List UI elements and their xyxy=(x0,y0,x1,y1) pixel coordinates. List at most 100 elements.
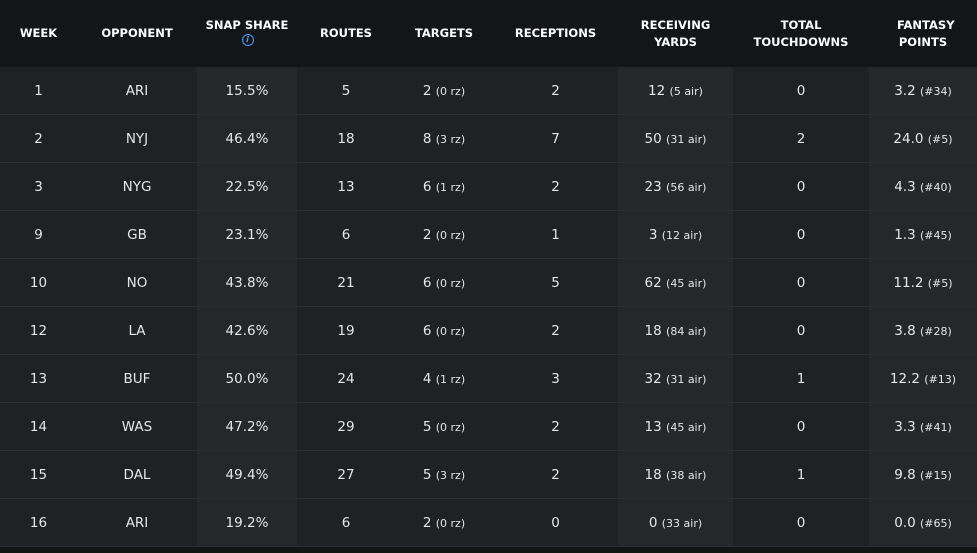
cell-value: 2 xyxy=(551,322,560,339)
cell-value: 13 xyxy=(644,418,662,435)
table-cell: 1.3 (#45) xyxy=(869,210,977,259)
cell-value: 7 xyxy=(551,130,560,147)
table-cell: 1 xyxy=(733,354,869,403)
cell-detail: (45 air) xyxy=(666,420,707,434)
table-cell: 11.2 (#5) xyxy=(869,258,977,307)
table-cell: 18 (84 air) xyxy=(618,306,733,355)
table-cell: BUF xyxy=(77,354,197,403)
cell-value: 6 xyxy=(422,178,432,195)
cell-value: 0 xyxy=(796,322,806,339)
cell-value: 0 xyxy=(796,418,806,435)
table-cell: 6 xyxy=(297,498,395,547)
table-cell: 3.8 (#28) xyxy=(869,306,977,355)
cell-value: 12 xyxy=(648,82,666,99)
table-cell: 2 xyxy=(493,450,618,499)
cell-value: 0 xyxy=(796,82,806,99)
cell-value: 5 xyxy=(422,466,432,483)
table-cell: WAS xyxy=(77,402,197,451)
cell-value: 19 xyxy=(337,322,355,339)
cell-value: 2 xyxy=(551,178,560,195)
table-cell: 12 xyxy=(0,306,77,355)
cell-value: 2 xyxy=(422,514,432,531)
cell-detail: (84 air) xyxy=(666,324,707,338)
table-cell: 0 xyxy=(733,498,869,547)
cell-value: 23 xyxy=(644,178,662,195)
table-cell: 3.2 (#34) xyxy=(869,67,977,115)
table-cell: 50.0% xyxy=(197,354,297,403)
table-cell: 2 xyxy=(493,306,618,355)
cell-value: 14 xyxy=(29,418,48,435)
table-cell: 46.4% xyxy=(197,114,297,163)
cell-value: 6 xyxy=(422,322,432,339)
cell-value: 2 xyxy=(551,418,560,435)
table-cell: 15.5% xyxy=(197,67,297,115)
table-cell: 9 xyxy=(0,210,77,259)
cell-value: 3 xyxy=(34,178,43,195)
cell-value: 1 xyxy=(796,370,806,387)
table-row: 13 BUF 50.0% 24 4 (1 rz) 3 32 (31 air) 1 12.2 (#… xyxy=(0,354,977,403)
table-cell: 3 xyxy=(493,354,618,403)
cell-value: 5 xyxy=(422,418,432,435)
table-cell: 2 (0 rz) xyxy=(395,498,493,547)
cell-detail: (#15) xyxy=(919,468,952,482)
cell-value: LA xyxy=(128,322,146,339)
column-title: ROUTES xyxy=(320,26,372,40)
cell-value: 49.4% xyxy=(225,466,269,483)
cell-value: 1.3 xyxy=(894,226,916,243)
cell-value: GB xyxy=(127,226,147,243)
cell-value: 18 xyxy=(644,466,662,483)
cell-value: 27 xyxy=(337,466,355,483)
cell-value: 24 xyxy=(337,370,355,387)
cell-value: 43.8% xyxy=(225,274,269,291)
column-title: RECEPTIONS xyxy=(514,26,597,40)
table-cell: 5 xyxy=(297,67,395,115)
cell-detail: (33 air) xyxy=(661,516,703,530)
cell-value: 3 xyxy=(551,370,560,387)
column-header: RECEIVING YARDS xyxy=(618,0,733,67)
cell-value: 0.0 xyxy=(894,514,916,531)
cell-value: ARI xyxy=(125,82,149,99)
table-row: 2 NYJ 46.4% 18 8 (3 rz) 7 50 (31 air) 2 24.0 (#5… xyxy=(0,114,977,163)
table-body: 1 ARI 15.5% 5 2 (0 rz) 2 12 (5 air) 0 3.2 (#34) 2… xyxy=(0,67,977,547)
cell-value: 12 xyxy=(29,322,48,339)
cell-detail: (0 rz) xyxy=(435,276,466,290)
cell-value: 3.2 xyxy=(894,82,916,99)
table-cell: 0 xyxy=(733,258,869,307)
table-cell: 23 (56 air) xyxy=(618,162,733,211)
cell-detail: (3 rz) xyxy=(435,468,466,482)
cell-value: 5 xyxy=(341,82,351,99)
info-icon[interactable]: i xyxy=(241,33,254,46)
column-title: FANTASY POINTS xyxy=(897,17,955,49)
table-row: 10 NO 43.8% 21 6 (0 rz) 5 62 (45 air) 0 11.2 (#5… xyxy=(0,258,977,307)
table-cell: DAL xyxy=(77,450,197,499)
cell-value: 6 xyxy=(341,226,351,243)
table-row: 3 NYG 22.5% 13 6 (1 rz) 2 23 (56 air) 0 4.3 (#40… xyxy=(0,162,977,211)
cell-value: 46.4% xyxy=(225,130,269,147)
table-row: 1 ARI 15.5% 5 2 (0 rz) 2 12 (5 air) 0 3.2 (#34) xyxy=(0,67,977,115)
table-cell: 18 (38 air) xyxy=(618,450,733,499)
cell-value: 2 xyxy=(551,466,560,483)
cell-value: 12.2 xyxy=(889,370,920,387)
cell-value: 23.1% xyxy=(225,226,269,243)
table-row: 16 ARI 19.2% 6 2 (0 rz) 0 0 (33 air) 0 0.0 (#65) xyxy=(0,498,977,547)
table-cell: 6 xyxy=(297,210,395,259)
cell-value: 18 xyxy=(644,322,662,339)
cell-detail: (31 air) xyxy=(666,372,707,386)
table-cell: 4.3 (#40) xyxy=(869,162,977,211)
cell-value: NYG xyxy=(122,178,152,195)
table-cell: ARI xyxy=(77,498,197,547)
table-cell: 62 (45 air) xyxy=(618,258,733,307)
cell-value: 4 xyxy=(422,370,432,387)
table-cell: 3 xyxy=(0,162,77,211)
table-cell: 8 (3 rz) xyxy=(395,114,493,163)
table-cell: 24 xyxy=(297,354,395,403)
cell-value: 62 xyxy=(644,274,662,291)
table-row: 12 LA 42.6% 19 6 (0 rz) 2 18 (84 air) 0 3.8 (#28… xyxy=(0,306,977,355)
column-header: RECEPTIONS xyxy=(493,0,618,67)
column-title: TARGETS xyxy=(414,26,474,40)
cell-detail: (5 air) xyxy=(669,84,703,98)
table-cell: 2 xyxy=(733,114,869,163)
cell-value: 1 xyxy=(34,82,43,99)
